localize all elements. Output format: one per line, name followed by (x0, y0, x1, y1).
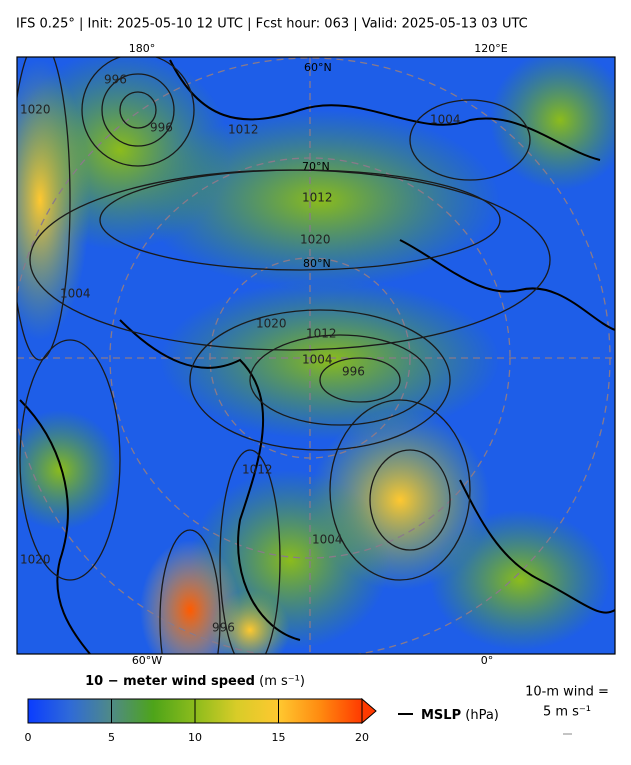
isobar-label: 1020 (20, 103, 51, 117)
mslp-legend: MSLP (hPa) (421, 708, 499, 723)
colorbar: 0 5 10 15 20 (25, 697, 377, 744)
colorbar-tick-label: 5 (108, 731, 115, 744)
colorbar-title-main: 10 − meter wind speed (85, 674, 255, 689)
mslp-legend-unit: (hPa) (465, 708, 499, 723)
map: 996 996 1012 1020 1004 1012 1020 1020 10… (17, 57, 615, 654)
isobar-label: 1020 (300, 233, 331, 247)
colorbar-tick-label: 10 (188, 731, 202, 744)
colorbar-extend (361, 697, 377, 725)
lon-label: 60°W (132, 654, 162, 667)
lon-label: 0° (481, 654, 494, 667)
isobar-label: 996 (342, 365, 365, 379)
lat-label: 80°N (303, 257, 331, 270)
colorbar-tick-label: 15 (272, 731, 286, 744)
isobar-label: 1020 (256, 317, 287, 331)
isobar-label: 1012 (242, 463, 273, 477)
isobar-label: 1004 (312, 533, 343, 547)
isobar-label: 1004 (430, 113, 461, 127)
isobar-label: 1004 (302, 353, 333, 367)
wind-legend-value: 5 m s⁻¹ (543, 705, 591, 720)
isobar-label: 996 (104, 73, 127, 87)
isobar-label: 996 (150, 121, 173, 135)
isobar-label: 996 (212, 621, 235, 635)
lon-label: 180° (129, 42, 156, 55)
lat-label: 60°N (304, 61, 332, 74)
colorbar-unit: (m s⁻¹) (259, 674, 305, 689)
colorbar-tick-label: 0 (25, 731, 32, 744)
colorbar-tick-label: 20 (355, 731, 369, 744)
isobar-label: 1012 (306, 327, 337, 341)
isobar-label: 1004 (60, 287, 91, 301)
isobar-label: 1012 (302, 191, 333, 205)
isobar-label: 1020 (20, 553, 51, 567)
mslp-legend-name: MSLP (421, 708, 461, 723)
title: IFS 0.25° | Init: 2025-05-10 12 UTC | Fc… (16, 17, 528, 32)
isobar-label: 1012 (228, 123, 259, 137)
lon-label: 120°E (474, 42, 507, 55)
map-frame (16, 56, 616, 655)
lat-label: 70°N (302, 160, 330, 173)
wind-legend-title: 10-m wind = (525, 685, 609, 700)
colorbar-title: 10 − meter wind speed (m s⁻¹) (85, 674, 305, 689)
